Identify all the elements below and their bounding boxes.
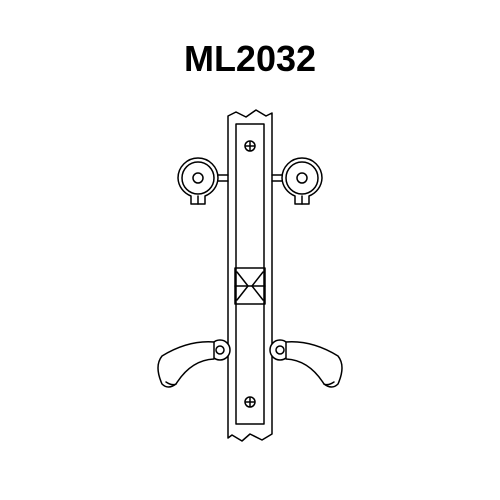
product-title: ML2032	[0, 38, 500, 80]
lock-diagram	[100, 100, 400, 485]
lock-svg	[100, 100, 400, 480]
